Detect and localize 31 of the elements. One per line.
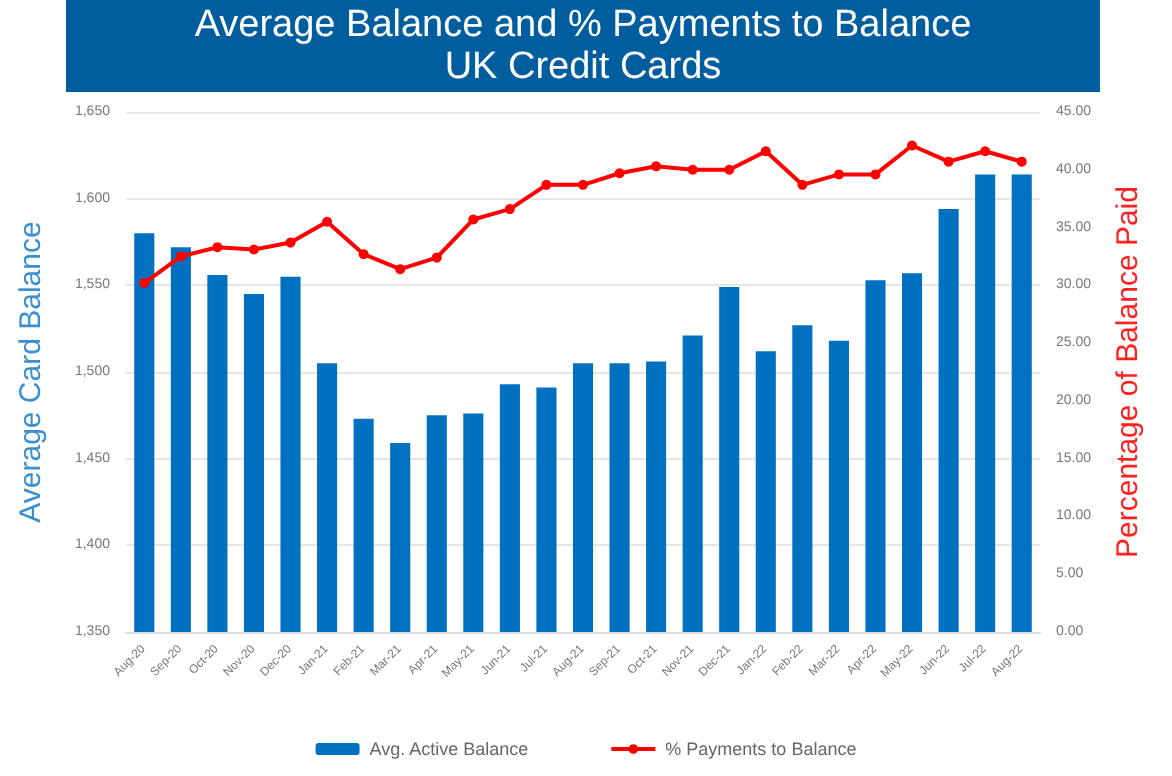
point [724, 164, 735, 175]
point [651, 161, 662, 172]
point [431, 252, 442, 263]
point [833, 169, 844, 180]
y2-axis-title: Percentage of Balance Paid [1110, 186, 1145, 558]
point [760, 146, 771, 157]
point [322, 216, 333, 227]
point [248, 244, 259, 255]
legend-label: Avg. Active Balance [369, 739, 529, 759]
point [468, 214, 479, 225]
point [358, 249, 369, 260]
point [285, 237, 296, 248]
point [797, 179, 808, 190]
point [395, 264, 406, 275]
y-axis-title: Average Card Balance [14, 221, 48, 523]
point [870, 169, 881, 180]
point [907, 140, 918, 151]
point [980, 146, 991, 157]
point [139, 278, 150, 289]
chart-subtitle: UK Credit Cards [442, 46, 724, 88]
point [175, 251, 186, 262]
point [541, 179, 552, 190]
point [943, 156, 954, 167]
point [1016, 156, 1027, 167]
point [614, 168, 625, 179]
point [212, 242, 223, 253]
point [578, 179, 588, 190]
point [687, 164, 698, 175]
point [504, 204, 515, 215]
chart-title: Average Balance and % Payments to Balance [192, 4, 974, 46]
legend-label: % Payments to Balance [665, 739, 857, 759]
